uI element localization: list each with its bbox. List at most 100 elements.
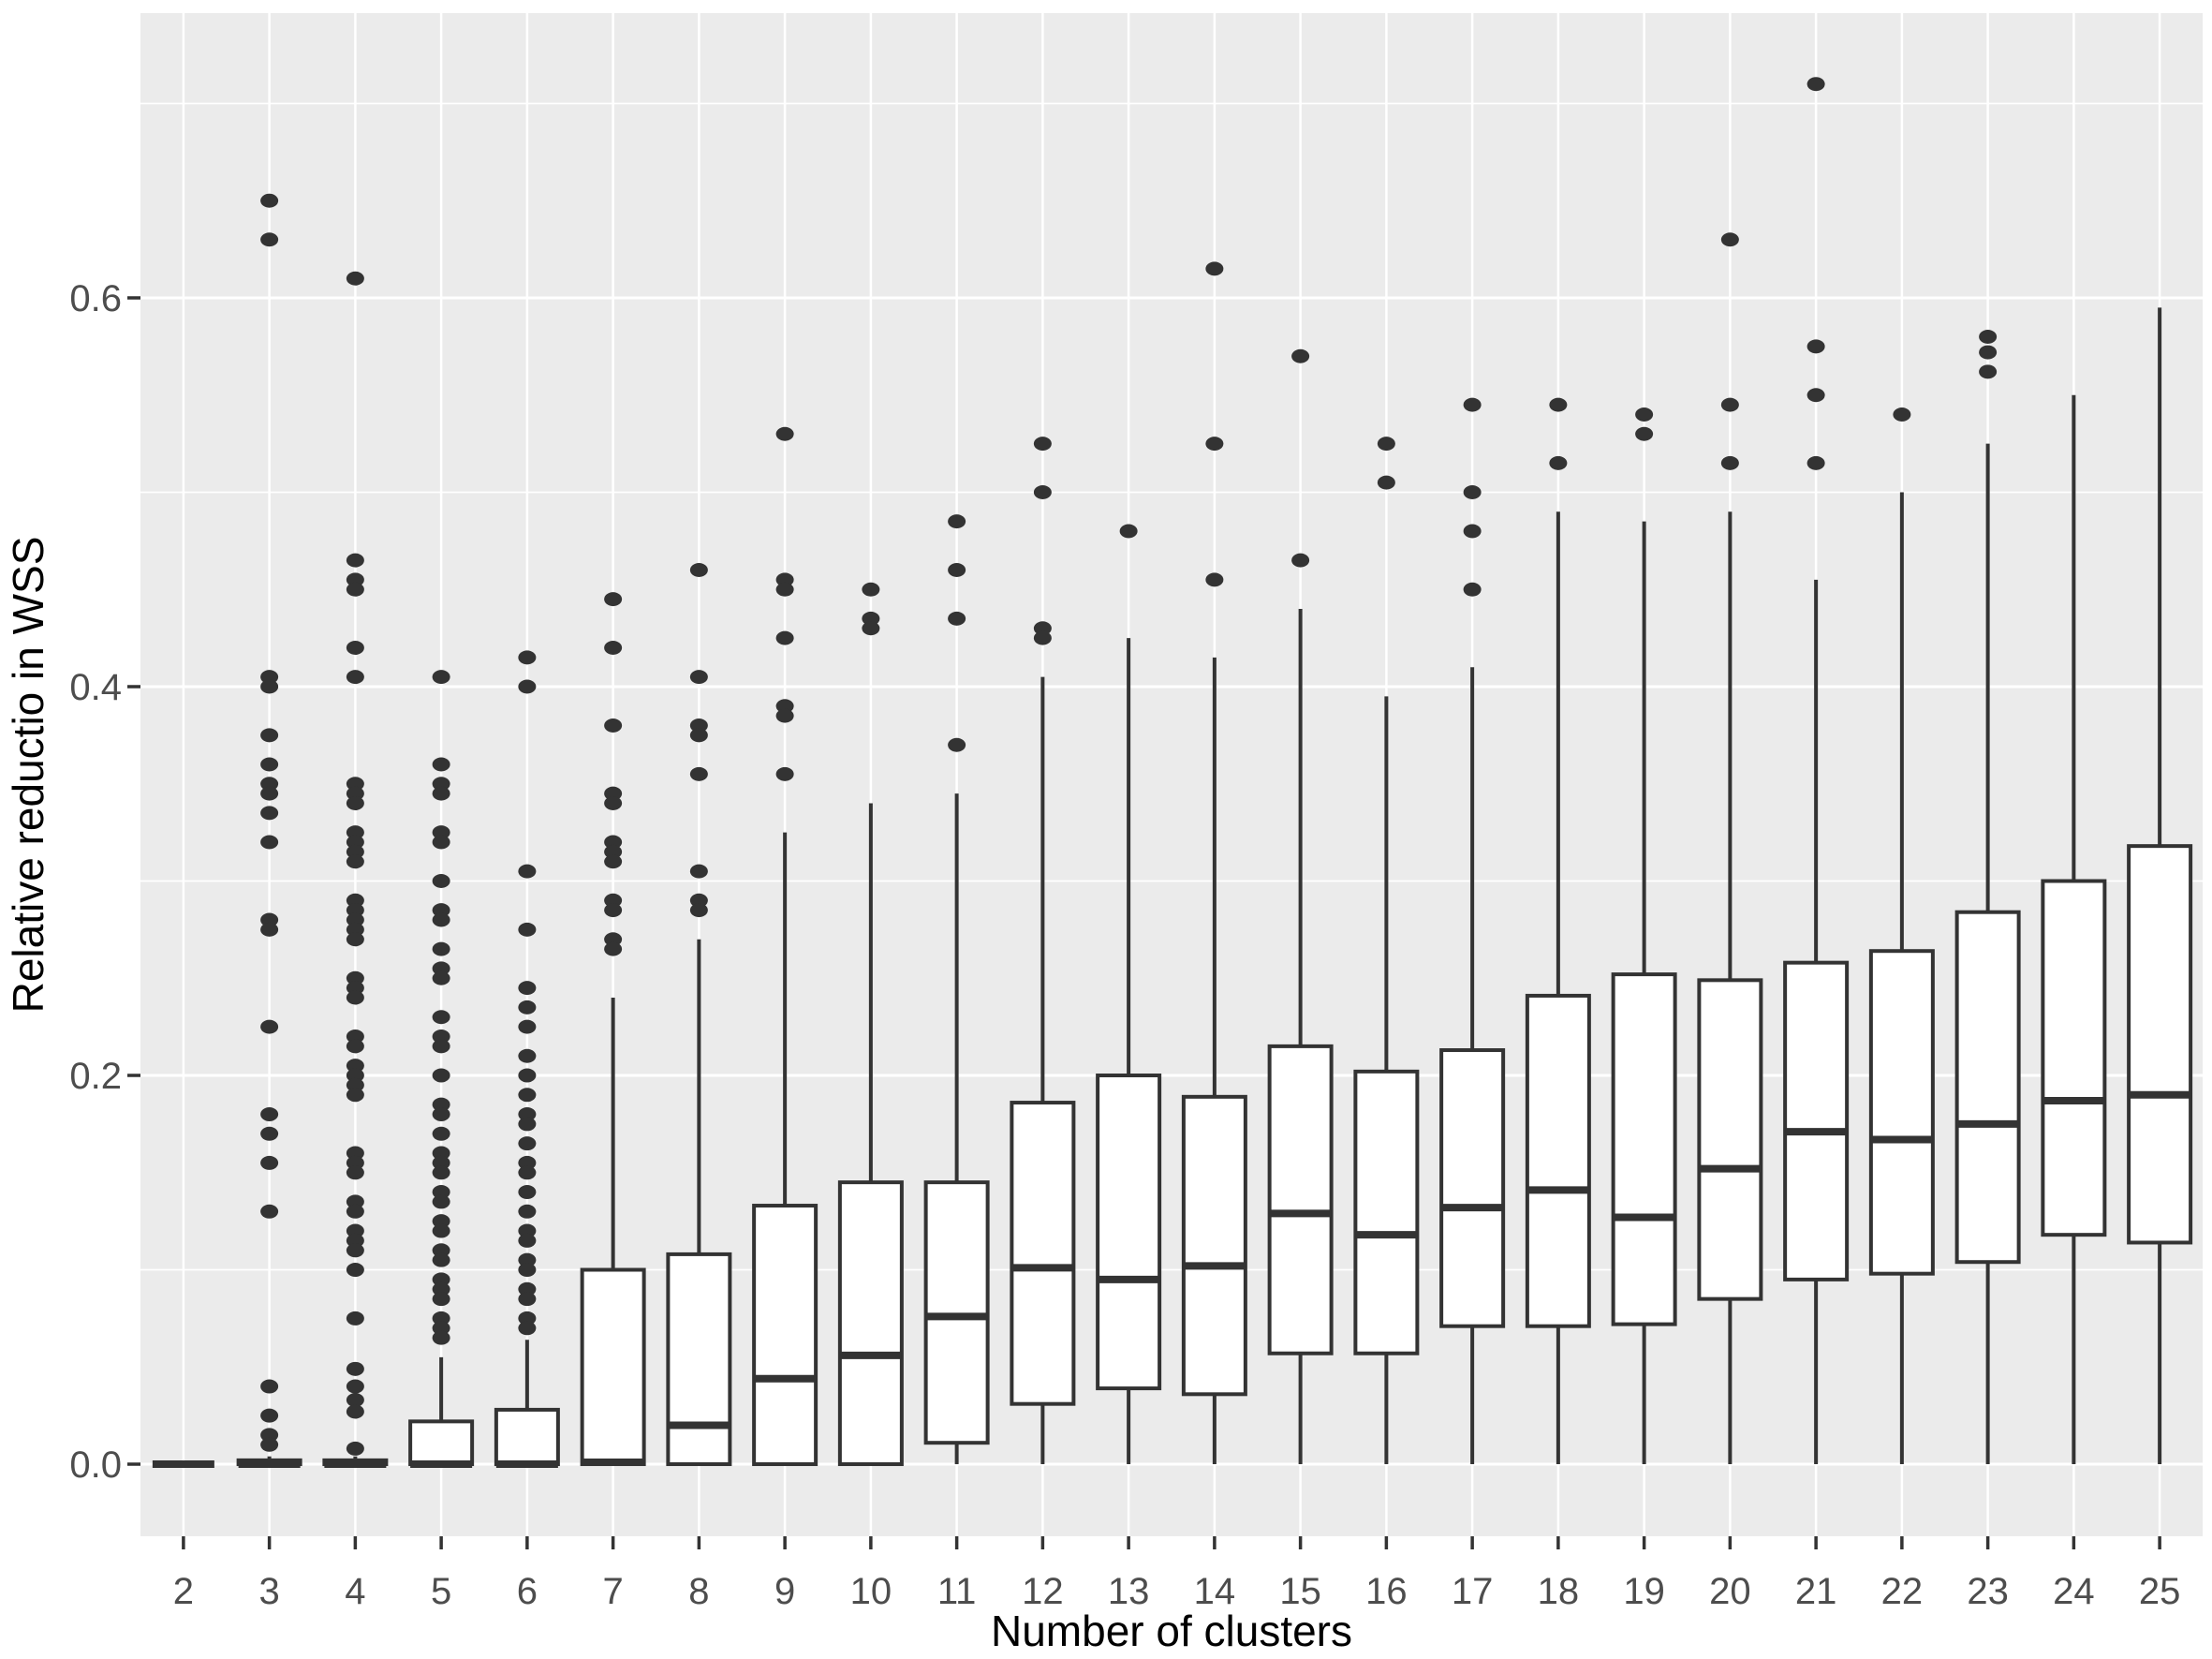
x-tick-label: 12: [1022, 1571, 1064, 1612]
outlier-point: [604, 786, 623, 801]
outlier-point: [1635, 407, 1654, 422]
outlier-point: [689, 562, 708, 577]
outlier-point: [346, 1263, 364, 1278]
outlier-point: [346, 912, 364, 927]
outlier-point: [346, 1311, 364, 1326]
boxplot-cluster-13: [1096, 524, 1162, 1465]
outlier-point: [1720, 455, 1739, 470]
outlier-point: [260, 1155, 279, 1170]
boxplot-cluster-19: [1611, 407, 1677, 1465]
x-tick-label: 24: [2053, 1571, 2095, 1612]
outlier-point: [432, 1126, 450, 1141]
outlier-point: [948, 737, 966, 752]
box: [1868, 949, 1935, 1276]
outlier-point: [432, 786, 450, 801]
outlier-point: [862, 621, 880, 636]
x-tick-label: 14: [1194, 1571, 1236, 1612]
outlier-point: [346, 1029, 364, 1044]
outlier-point: [346, 1404, 364, 1419]
outlier-point: [1463, 582, 1482, 597]
outlier-point: [432, 1097, 450, 1112]
outlier-point: [689, 766, 708, 781]
outlier-point: [1119, 524, 1138, 539]
outlier-point: [432, 670, 450, 685]
outlier-point: [689, 728, 708, 743]
outlier-point: [604, 893, 623, 908]
outlier-point: [432, 1165, 450, 1180]
panel-background: [140, 13, 2203, 1536]
outlier-point: [346, 1223, 364, 1238]
outlier-point: [518, 1292, 537, 1307]
outlier-point: [432, 1107, 450, 1122]
outlier-point: [260, 1126, 279, 1141]
outlier-point: [518, 1223, 537, 1238]
box: [1439, 1048, 1506, 1328]
outlier-point: [775, 708, 794, 723]
outlier-point: [1720, 397, 1739, 412]
boxplot-cluster-23: [1954, 329, 2021, 1465]
outlier-point: [346, 641, 364, 655]
outlier-point: [432, 1252, 450, 1267]
outlier-point: [260, 1204, 279, 1219]
outlier-point: [346, 1059, 364, 1074]
outlier-point: [432, 912, 450, 927]
outlier-point: [346, 1146, 364, 1161]
outlier-point: [346, 1077, 364, 1092]
outlier-point: [432, 1292, 450, 1307]
boxplot-cluster-21: [1783, 77, 1850, 1465]
x-tick-label: 21: [1795, 1571, 1837, 1612]
outlier-point: [346, 1393, 364, 1408]
outlier-point: [346, 903, 364, 918]
outlier-point: [775, 766, 794, 781]
boxplot-cluster-7: [580, 592, 646, 1467]
boxplot-cluster-4: [322, 271, 389, 1469]
x-tick-label: 22: [1881, 1571, 1924, 1612]
outlier-point: [260, 806, 279, 821]
outlier-point: [604, 835, 623, 850]
outlier-point: [432, 1039, 450, 1054]
outlier-point: [518, 1281, 537, 1296]
x-tick-label: 23: [1967, 1571, 2009, 1612]
outlier-point: [1893, 407, 1911, 422]
y-tick-label: 0.0: [69, 1444, 122, 1486]
x-axis-title: Number of clusters: [991, 1607, 1352, 1655]
box: [837, 1180, 904, 1467]
outlier-point: [432, 941, 450, 956]
outlier-point: [260, 1428, 279, 1443]
outlier-point: [346, 777, 364, 792]
x-tick-label: 6: [517, 1571, 538, 1612]
x-tick-label: 17: [1452, 1571, 1494, 1612]
outlier-point: [1377, 437, 1395, 452]
outlier-point: [432, 1281, 450, 1296]
outlier-point: [775, 426, 794, 441]
x-tick-label: 25: [2139, 1571, 2181, 1612]
x-tick-label: 3: [259, 1571, 280, 1612]
outlier-point: [346, 970, 364, 985]
outlier-point: [1635, 426, 1654, 441]
outlier-point: [1205, 572, 1224, 587]
outlier-point: [862, 582, 880, 597]
outlier-point: [1377, 475, 1395, 490]
box: [580, 1267, 646, 1467]
outlier-point: [260, 193, 279, 208]
outlier-point: [432, 835, 450, 850]
outlier-point: [518, 1204, 537, 1219]
outlier-point: [689, 670, 708, 685]
outlier-point: [260, 670, 279, 685]
outlier-point: [775, 582, 794, 597]
outlier-point: [432, 961, 450, 976]
boxplot-cluster-22: [1868, 407, 1935, 1465]
box: [1611, 972, 1677, 1326]
outlier-point: [260, 922, 279, 937]
outlier-point: [260, 777, 279, 792]
outlier-point: [518, 1019, 537, 1034]
boxplot-cluster-14: [1181, 261, 1247, 1465]
outlier-point: [346, 271, 364, 286]
outlier-point: [604, 932, 623, 947]
outlier-point: [346, 1039, 364, 1054]
outlier-point: [604, 641, 623, 655]
outlier-point: [604, 854, 623, 869]
outlier-point: [518, 1263, 537, 1278]
outlier-point: [518, 922, 537, 937]
